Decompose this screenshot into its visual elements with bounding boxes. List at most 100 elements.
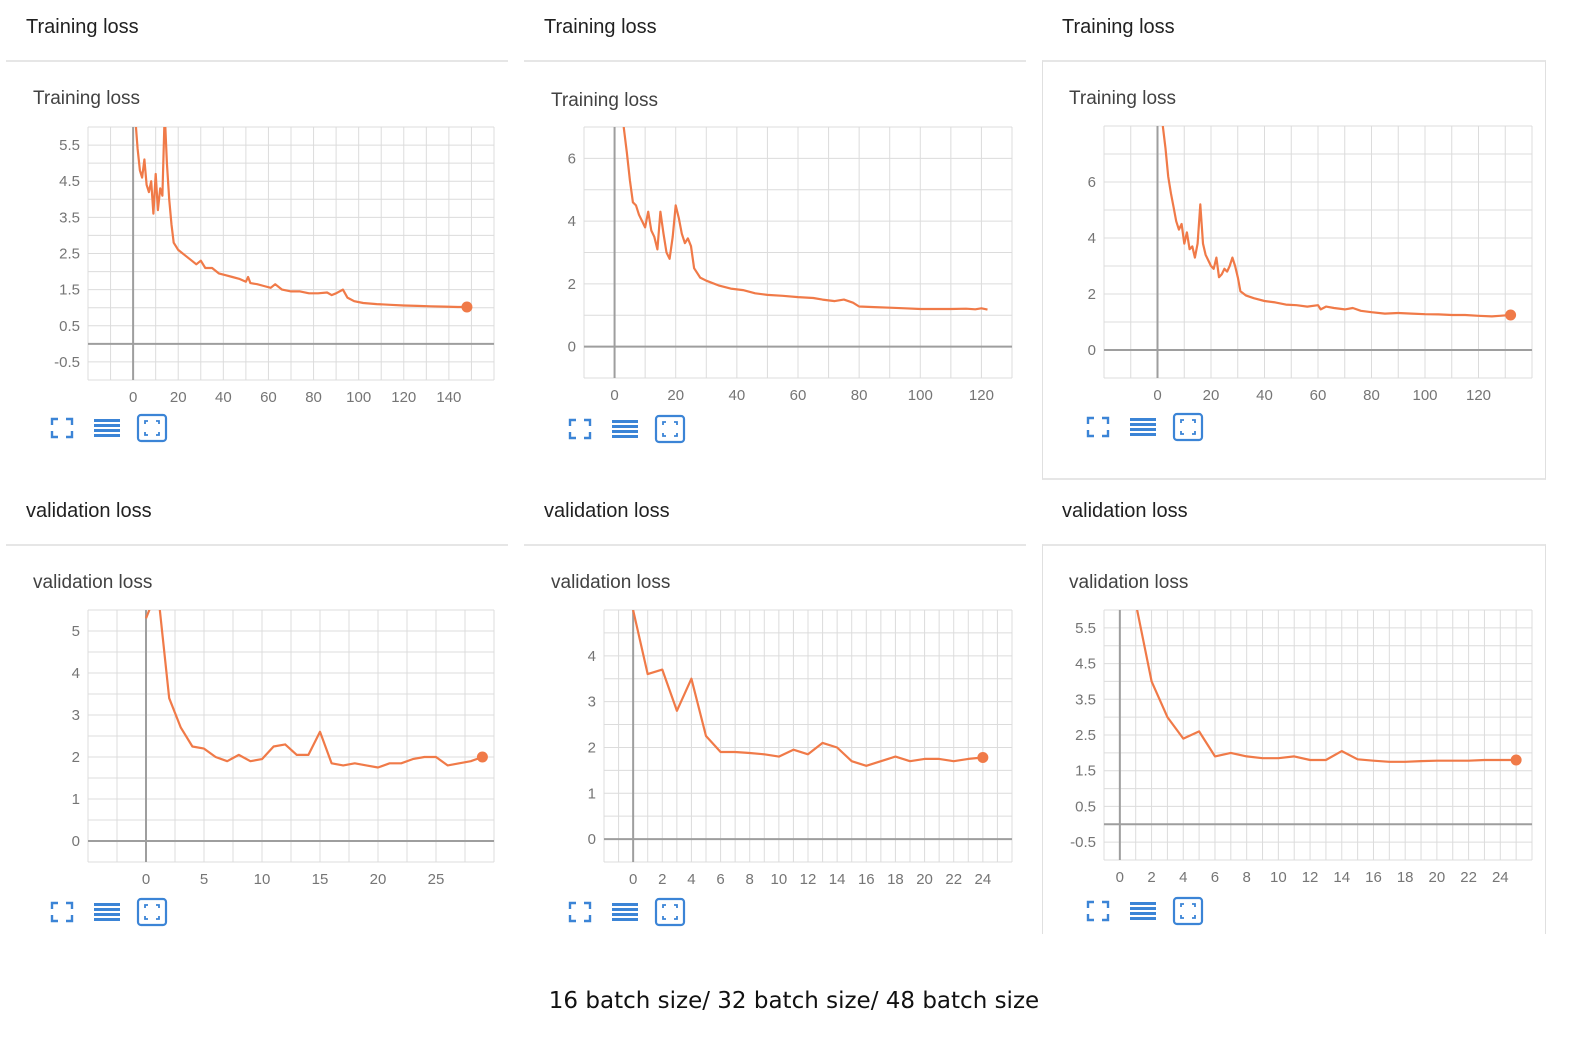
y-tick-label: 3 — [588, 694, 596, 711]
x-tick-label: 6 — [1211, 869, 1219, 886]
card-frame — [1042, 60, 1546, 480]
y-tick-label: 2.5 — [1075, 727, 1096, 744]
x-tick-label: 100 — [1412, 387, 1437, 404]
series-line[interactable] — [632, 610, 984, 767]
card-title: validation loss — [26, 500, 152, 522]
reset-zoom-icon[interactable] — [654, 413, 686, 445]
fit-domain-icon[interactable] — [564, 413, 596, 445]
x-tick-label: 16 — [858, 871, 875, 888]
y-tick-label: 2 — [568, 276, 576, 293]
series-end-point[interactable] — [461, 301, 473, 313]
y-tick-label: 0 — [1088, 342, 1096, 359]
toggle-log-scale-icon[interactable] — [1127, 411, 1159, 443]
x-tick-label: 14 — [829, 871, 846, 888]
card-title: Training loss — [1062, 16, 1175, 38]
y-tick-label: 5.5 — [59, 137, 80, 154]
reset-zoom-icon[interactable] — [136, 412, 168, 444]
chart-title: validation loss — [33, 572, 153, 593]
x-tick-label: 10 — [771, 871, 788, 888]
x-tick-label: 2 — [1147, 869, 1155, 886]
series-line[interactable] — [1136, 603, 1517, 763]
x-tick-label: 22 — [945, 871, 962, 888]
chart-toolbar — [564, 896, 714, 930]
toggle-log-scale-icon[interactable] — [609, 413, 641, 445]
series-line[interactable] — [144, 589, 483, 769]
y-tick-label: 1.5 — [59, 282, 80, 299]
card-frame — [1042, 544, 1546, 934]
figure-caption: 16 batch size/ 32 batch size/ 48 batch s… — [548, 988, 1040, 1014]
chart-title: validation loss — [551, 572, 671, 593]
x-tick-label: 80 — [1363, 387, 1380, 404]
series-line[interactable] — [1161, 126, 1511, 318]
y-tick-label: 4 — [72, 665, 80, 682]
x-tick-label: 20 — [170, 389, 187, 406]
reset-zoom-icon[interactable] — [1172, 411, 1204, 443]
fit-domain-icon[interactable] — [46, 412, 78, 444]
y-tick-label: 6 — [1088, 174, 1096, 191]
fit-domain-icon[interactable] — [1082, 411, 1114, 443]
x-tick-label: 24 — [1492, 869, 1509, 886]
chart-title: Training loss — [551, 90, 659, 111]
x-tick-label: 20 — [1429, 869, 1446, 886]
series-end-point[interactable] — [977, 752, 989, 764]
y-tick-label: 4 — [1088, 230, 1096, 247]
y-tick-label: 1.5 — [1075, 763, 1096, 780]
fit-domain-icon[interactable] — [46, 896, 78, 928]
chart-title: Training loss — [1069, 88, 1177, 109]
x-tick-label: 14 — [1333, 869, 1350, 886]
y-tick-label: 1 — [588, 785, 596, 802]
series-end-point[interactable] — [476, 751, 488, 763]
y-tick-label: 5.5 — [1075, 620, 1096, 637]
toggle-log-scale-icon[interactable] — [1127, 895, 1159, 927]
y-tick-label: 2 — [72, 749, 80, 766]
y-tick-label: 5 — [72, 623, 80, 640]
chart-card-val-32: validation loss validation loss 0 2 4 6 8 10 1… — [524, 484, 1026, 944]
series-line[interactable] — [622, 127, 988, 311]
x-tick-label: 18 — [887, 871, 904, 888]
x-tick-label: 120 — [391, 389, 416, 406]
plot-area[interactable]: 0 20 40 60 80 100 120 140 5.5 4.5 3.5 2.5 1.5 0.5 -0.5 — [6, 0, 508, 480]
x-tick-label: 100 — [908, 387, 933, 404]
series-end-point[interactable] — [1510, 754, 1522, 766]
x-tick-label: 20 — [370, 871, 387, 888]
card-title: validation loss — [544, 500, 670, 522]
toggle-log-scale-icon[interactable] — [91, 896, 123, 928]
toggle-log-scale-icon[interactable] — [91, 412, 123, 444]
plot-area[interactable]: 0 2 4 6 8 10 12 14 16 18 20 22 245.54.53.52.51.50.5-… — [1042, 484, 1546, 934]
chart-toolbar — [564, 413, 714, 447]
toggle-log-scale-icon[interactable] — [609, 896, 641, 928]
chart-toolbar — [1082, 895, 1232, 929]
y-tick-label: 3.5 — [1075, 691, 1096, 708]
x-tick-label: 10 — [254, 871, 271, 888]
fit-domain-icon[interactable] — [1082, 895, 1114, 927]
series-line[interactable] — [134, 113, 467, 309]
x-tick-label: 60 — [260, 389, 277, 406]
reset-zoom-icon[interactable] — [654, 896, 686, 928]
x-tick-label: 22 — [1460, 869, 1477, 886]
reset-zoom-icon[interactable] — [1172, 895, 1204, 927]
x-tick-label: 40 — [1256, 387, 1273, 404]
y-tick-label: 4 — [568, 213, 576, 230]
y-tick-label: 2 — [588, 739, 596, 756]
y-tick-label: 3 — [72, 707, 80, 724]
series-end-point[interactable] — [1505, 309, 1517, 321]
x-tick-label: 100 — [346, 389, 371, 406]
y-tick-label: 3.5 — [59, 209, 80, 226]
chart-toolbar — [46, 412, 196, 446]
card-title: Training loss — [544, 16, 657, 38]
x-tick-label: 140 — [436, 389, 461, 406]
x-tick-label: 8 — [1242, 869, 1250, 886]
chart-card-train-32: Training loss Training loss 0 20 40 60 80 100… — [524, 0, 1026, 480]
reset-zoom-icon[interactable] — [136, 896, 168, 928]
card-divider — [524, 544, 1026, 546]
x-tick-label: 10 — [1270, 869, 1287, 886]
chart-card-train-48: Training loss Training loss 0 20 40 60 80 100… — [1042, 0, 1546, 480]
y-tick-label: 2 — [1088, 286, 1096, 303]
x-tick-label: 6 — [716, 871, 724, 888]
x-tick-label: 16 — [1365, 869, 1382, 886]
fit-domain-icon[interactable] — [564, 896, 596, 928]
